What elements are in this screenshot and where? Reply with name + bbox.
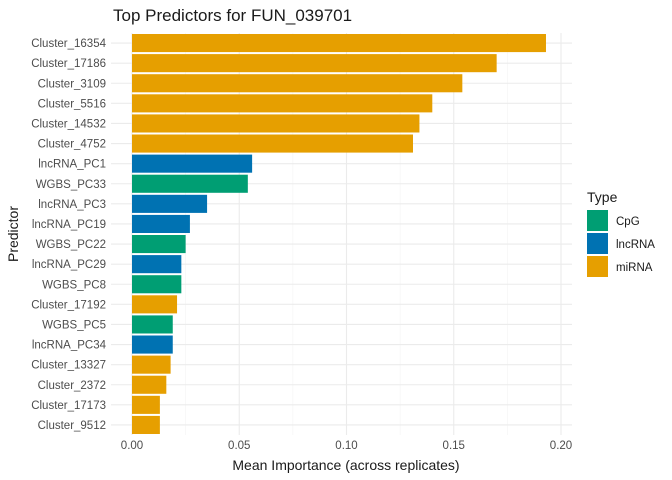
y-tick-label: Cluster_17186 xyxy=(31,58,106,70)
y-tick-label: WGBS_PC5 xyxy=(42,319,106,331)
y-tick-label: Cluster_17173 xyxy=(31,400,106,412)
y-tick-label: lncRNA_PC34 xyxy=(32,340,107,352)
x-tick-label: 0.00 xyxy=(121,440,143,452)
bar-cluster-17186 xyxy=(132,54,497,73)
legend-label-cpg: CpG xyxy=(616,216,640,228)
y-tick-label: Cluster_9512 xyxy=(38,420,106,432)
bar-cluster-5516 xyxy=(132,94,433,113)
y-axis-title: Predictor xyxy=(5,206,21,262)
bar-cluster-14532 xyxy=(132,114,420,133)
y-tick-label: Cluster_14532 xyxy=(31,118,106,130)
legend-label-lncrna: lncRNA xyxy=(616,239,655,251)
legend-swatch-cpg xyxy=(587,210,608,231)
y-tick-label: lncRNA_PC19 xyxy=(32,219,106,231)
legend-label-mirna: miRNA xyxy=(616,262,653,274)
y-tick-label: Cluster_2372 xyxy=(38,380,106,392)
bar-cluster-3109 xyxy=(132,74,463,93)
y-tick-label: Cluster_17192 xyxy=(31,299,106,311)
legend: Type CpG lncRNA miRNA xyxy=(587,189,655,277)
y-tick-label: WGBS_PC8 xyxy=(42,279,106,291)
y-tick-label: lncRNA_PC1 xyxy=(38,159,106,171)
bar-cluster-2372 xyxy=(132,375,167,394)
bar-lncrna-pc19 xyxy=(132,214,190,233)
y-tick-label: Cluster_13327 xyxy=(31,360,106,372)
x-tick-label: 0.15 xyxy=(443,440,465,452)
y-tick-labels: Cluster_16354 Cluster_17186 Cluster_3109 Cl… xyxy=(31,38,106,432)
bar-lncrna-pc34 xyxy=(132,335,173,354)
bar-cluster-9512 xyxy=(132,415,160,434)
y-tick-label: Cluster_4752 xyxy=(38,139,106,151)
legend-swatch-lncrna xyxy=(587,233,608,254)
x-tick-label: 0.10 xyxy=(335,440,357,452)
chart-title: Top Predictors for FUN_039701 xyxy=(113,6,352,25)
y-tick-label: WGBS_PC22 xyxy=(36,239,106,251)
y-tick-label: lncRNA_PC29 xyxy=(32,259,106,271)
bar-cluster-4752 xyxy=(132,134,413,153)
legend-title: Type xyxy=(587,189,618,205)
bar-lncrna-pc1 xyxy=(132,154,253,173)
legend-swatch-mirna xyxy=(587,256,608,277)
bar-wgbs-pc5 xyxy=(132,315,173,334)
y-tick-label: Cluster_3109 xyxy=(38,78,106,90)
bar-cluster-13327 xyxy=(132,355,171,374)
bar-wgbs-pc33 xyxy=(132,174,248,193)
legend-entries: CpG lncRNA miRNA xyxy=(587,210,655,277)
bar-cluster-17192 xyxy=(132,295,178,314)
bar-wgbs-pc8 xyxy=(132,275,182,294)
bar-wgbs-pc22 xyxy=(132,235,186,254)
x-axis-title: Mean Importance (across replicates) xyxy=(232,457,459,473)
bar-lncrna-pc3 xyxy=(132,194,208,213)
x-tick-labels: 0.00 0.05 0.10 0.15 0.20 xyxy=(121,440,572,452)
y-tick-label: lncRNA_PC3 xyxy=(38,199,106,211)
y-tick-label: WGBS_PC33 xyxy=(36,179,106,191)
bar-cluster-16354 xyxy=(132,34,546,53)
y-tick-label: Cluster_5516 xyxy=(38,98,106,110)
y-tick-label: Cluster_16354 xyxy=(31,38,106,50)
x-tick-label: 0.05 xyxy=(228,440,250,452)
bars xyxy=(132,34,546,434)
bar-lncrna-pc29 xyxy=(132,255,182,274)
bar-cluster-17173 xyxy=(132,395,160,414)
x-tick-label: 0.20 xyxy=(550,440,572,452)
grid xyxy=(111,33,572,435)
